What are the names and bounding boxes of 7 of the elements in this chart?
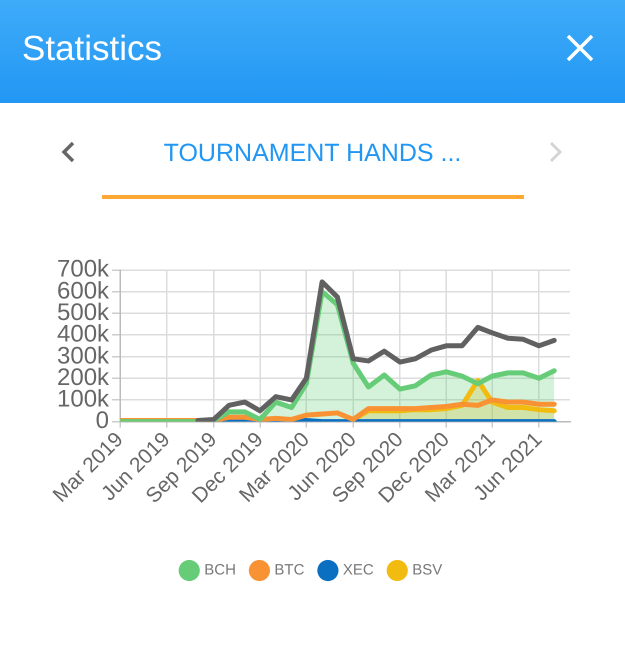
- legend-label: BTC: [274, 562, 305, 579]
- y-tick-label: 0: [96, 407, 110, 434]
- legend-label: BSV: [412, 562, 442, 579]
- chart-title: TOURNAMENT HANDS ...: [162, 138, 462, 169]
- text: Statistics: [22, 28, 162, 70]
- legend-label: BCH: [204, 562, 236, 579]
- legend-label: XEC: [342, 562, 374, 579]
